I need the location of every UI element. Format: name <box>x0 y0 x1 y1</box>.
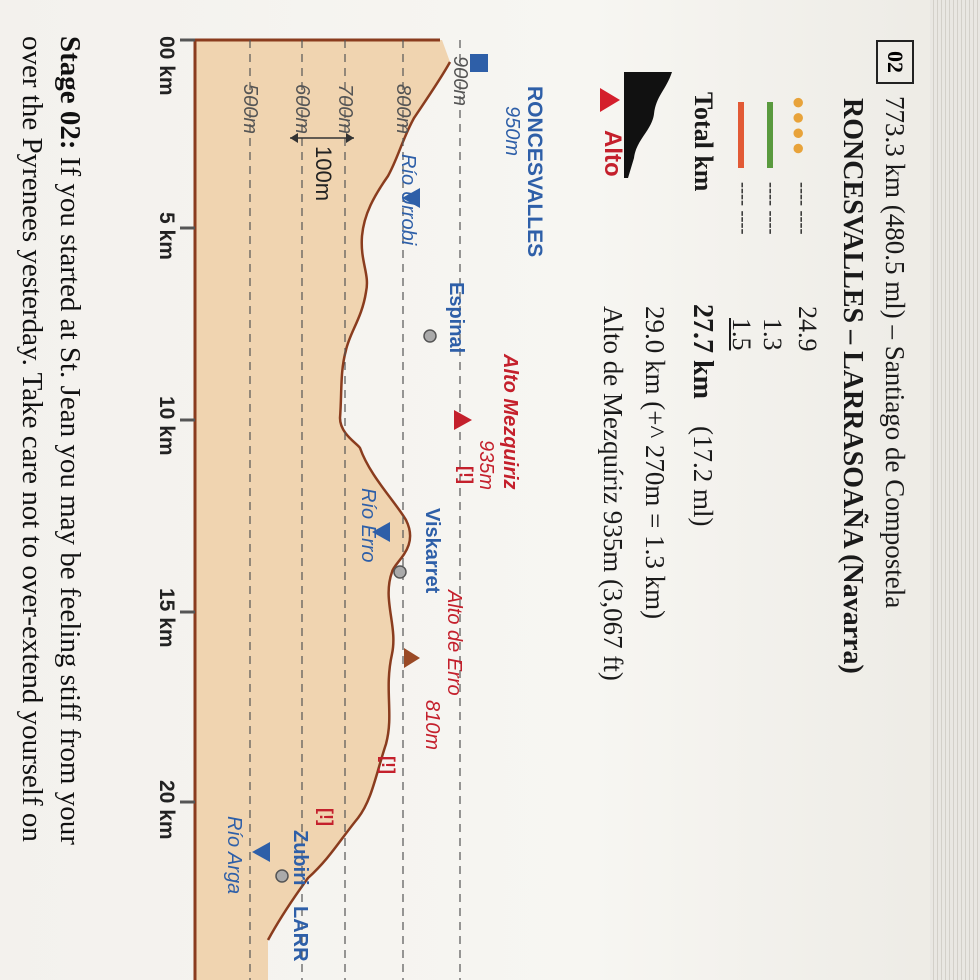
place-zubiri: Zubiri <box>289 830 311 886</box>
place-espinal: Espinal <box>445 282 467 353</box>
warning-marker: [!] <box>456 466 476 484</box>
km-ticks <box>180 38 195 804</box>
km-label: 20 km <box>155 780 178 840</box>
place-alto-mezquiriz-alt: 935m <box>475 440 497 490</box>
village-dot-icon <box>275 869 289 883</box>
village-dot-icon <box>393 565 407 579</box>
alto-triangle-icon <box>600 88 620 112</box>
place-larrasoana: LARR <box>289 906 311 962</box>
place-roncesvalles: RONCESVALLES <box>523 86 546 257</box>
place-alto-erro: Alto de Erro <box>443 589 465 696</box>
river-triangle-icon <box>372 522 390 542</box>
profile-outline <box>266 61 452 941</box>
river-triangle-icon <box>252 842 270 862</box>
place-alto-mezquiriz: Alto Mezquiriz <box>499 353 521 490</box>
altitude-grid <box>249 40 461 980</box>
km-label: 00 km <box>155 36 178 96</box>
warning-marker: [!] <box>378 756 398 774</box>
river-triangle-icon <box>402 188 420 208</box>
profile-area <box>195 40 450 980</box>
scale-marker <box>290 133 354 143</box>
km-label: 10 km <box>155 396 178 456</box>
km-label: 15 km <box>155 588 178 648</box>
place-rio-arga: Río Arga <box>223 816 245 894</box>
scale-label: 100m <box>311 146 336 201</box>
altitude-label: 900m <box>449 56 471 106</box>
altitude-label: 600m <box>291 84 313 134</box>
page-edges <box>930 0 980 980</box>
summit-triangle-icon <box>454 410 472 430</box>
body-line-1: Stage 02: If you started at St. Jean you… <box>53 36 86 845</box>
altitude-label: 500m <box>239 84 261 134</box>
start-square-icon <box>470 54 488 72</box>
body-line-1-text: If you started at St. Jean you may be fe… <box>54 149 86 845</box>
km-label: 5 km <box>155 212 178 260</box>
body-line-2: over the Pyrenees yesterday. Take care n… <box>16 36 48 842</box>
place-viskarret: Viskarret <box>421 508 443 594</box>
village-dot-icon <box>423 329 437 343</box>
place-rio-urrobi: Río Urrobi <box>397 154 419 246</box>
mountain-profile-icon <box>624 72 672 178</box>
place-roncesvalles-alt: 950m <box>501 106 523 156</box>
place-rio-erro: Río Erro <box>357 488 379 562</box>
body-lead: Stage 02: <box>54 36 86 150</box>
warning-marker: [!] <box>316 808 336 826</box>
altitude-label: 800m <box>392 84 414 134</box>
altitude-label: 700m <box>334 84 356 134</box>
place-alto-erro-alt: 810m <box>421 700 443 750</box>
summit-triangle-icon <box>404 648 420 668</box>
